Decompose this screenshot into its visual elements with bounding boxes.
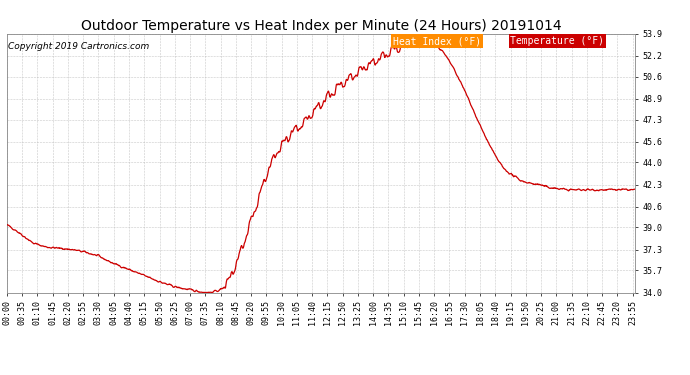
Text: Heat Index (°F): Heat Index (°F) <box>393 36 481 46</box>
Title: Outdoor Temperature vs Heat Index per Minute (24 Hours) 20191014: Outdoor Temperature vs Heat Index per Mi… <box>81 19 561 33</box>
Text: Temperature (°F): Temperature (°F) <box>511 36 604 46</box>
Text: Copyright 2019 Cartronics.com: Copyright 2019 Cartronics.com <box>8 42 150 51</box>
